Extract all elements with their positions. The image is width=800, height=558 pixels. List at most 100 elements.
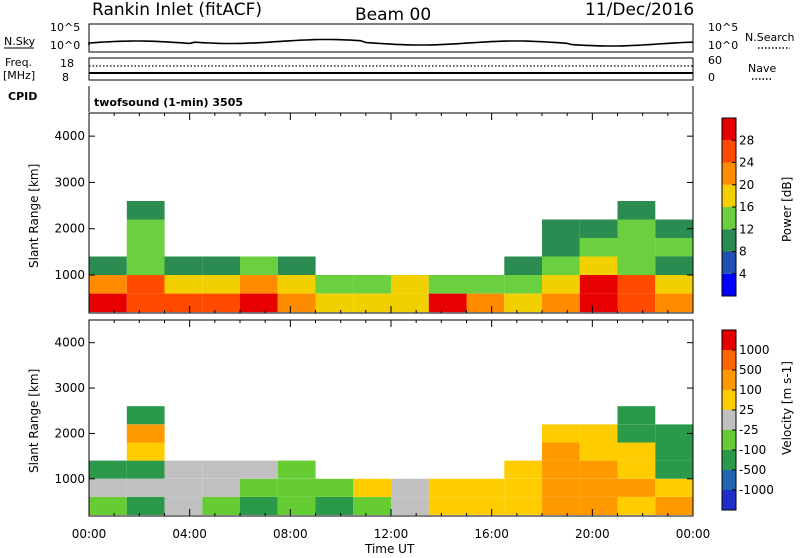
xtick-label: 00:00 <box>72 527 107 541</box>
power-cell <box>126 238 165 257</box>
velocity-cbar-swatch <box>722 470 736 490</box>
velocity-cell <box>617 406 656 425</box>
velocity-cell <box>277 496 316 515</box>
xtick-label: 04:00 <box>172 527 207 541</box>
freq-tick-bottom: 8 <box>62 71 69 84</box>
velocity-cell <box>126 496 165 515</box>
velocity-cell <box>164 478 203 497</box>
velocity-cbar-tick-label: 100 <box>739 383 762 397</box>
power-cell <box>542 256 580 275</box>
power-ytick-label: 2000 <box>54 222 85 236</box>
velocity-cbar-swatch <box>722 430 736 450</box>
power-axis: 1000 2000 3000 4000 Slant Range [km] <box>27 113 694 313</box>
power-cell <box>655 256 694 275</box>
power-cell <box>655 293 694 313</box>
power-cell <box>655 238 694 257</box>
power-cbar-tick-label: 8 <box>739 245 747 259</box>
xtick-label: 12:00 <box>374 527 409 541</box>
power-colorbar: 4 8 12 16 20 24 28 Power [dB] <box>721 117 794 297</box>
power-cell <box>617 201 656 220</box>
power-heatmap <box>89 201 694 313</box>
power-cbar-tick-label: 16 <box>739 200 754 214</box>
velocity-cbar-tick-label: 500 <box>739 363 762 377</box>
power-cell <box>617 256 656 275</box>
velocity-cell <box>126 406 165 425</box>
velocity-cell <box>542 496 580 515</box>
power-cell <box>89 293 127 313</box>
freq-panel <box>88 57 694 81</box>
power-cbar-swatch <box>722 162 736 185</box>
velocity-cell <box>579 460 618 479</box>
station-title: Rankin Inlet (fitACF) <box>92 0 262 20</box>
xtick-label: 16:00 <box>474 527 509 541</box>
power-cbar-swatch <box>722 184 736 208</box>
power-ytick-label: 4000 <box>54 129 85 143</box>
power-cell <box>353 275 392 294</box>
date-title: 11/Dec/2016 <box>585 0 694 20</box>
power-cbar-tick-label: 24 <box>739 156 754 170</box>
velocity-cell <box>617 496 656 515</box>
velocity-cell <box>391 478 429 497</box>
velocity-cbar-swatch <box>722 410 736 430</box>
beam-title: Beam 00 <box>355 5 431 25</box>
power-cell <box>240 275 278 294</box>
power-cell <box>504 256 543 275</box>
power-ytick-label: 1000 <box>54 268 85 282</box>
nsky-label: N.Sky <box>4 35 36 48</box>
velocity-cbar-swatch <box>722 390 736 410</box>
power-cell <box>579 275 618 294</box>
velocity-cell <box>202 496 241 515</box>
velocity-cbar-swatch <box>722 350 736 370</box>
xtick-label: 08:00 <box>273 527 308 541</box>
power-cell <box>126 201 165 220</box>
velocity-cell <box>164 460 203 479</box>
velocity-cell <box>202 460 241 479</box>
velocity-cbar-tick-label: 25 <box>739 403 754 417</box>
power-cell <box>542 238 580 257</box>
velocity-cell <box>391 496 429 515</box>
power-cell <box>126 275 165 294</box>
nsearch-tick-bottom: 10^0 <box>708 39 738 52</box>
velocity-cell <box>240 496 278 515</box>
power-cell <box>89 256 127 275</box>
power-cell <box>504 275 543 294</box>
xtick-label: 00:00 <box>676 527 711 541</box>
velocity-ytick-label: 2000 <box>54 426 85 440</box>
nsearch-label: N.Search <box>745 31 795 44</box>
velocity-cell <box>466 496 505 515</box>
power-cbar-label: Power [dB] <box>780 177 794 242</box>
power-ylabel: Slant Range [km] <box>27 164 41 268</box>
velocity-ytick-label: 1000 <box>54 472 85 486</box>
velocity-ylabel: Slant Range [km] <box>27 369 41 473</box>
nsky-tick-top: 10^5 <box>50 21 80 34</box>
power-cell <box>202 293 241 313</box>
power-cell <box>428 275 467 294</box>
power-cell <box>126 256 165 275</box>
velocity-ytick-label: 4000 <box>54 336 85 350</box>
power-cell <box>164 293 203 313</box>
power-cell <box>579 238 618 257</box>
velocity-cell <box>315 496 354 515</box>
velocity-cbar-swatch <box>722 330 736 350</box>
power-cbar-tick-label: 28 <box>739 133 754 147</box>
power-cell <box>391 293 429 313</box>
velocity-colorbar: 1000 500 100 25 -25 -100 -500 -1000 Velocity [m … <box>721 329 794 511</box>
power-cell <box>164 256 203 275</box>
power-cbar-swatch <box>722 207 736 230</box>
power-cell <box>277 275 316 294</box>
velocity-cell <box>428 496 467 515</box>
nsky-panel <box>88 23 694 53</box>
nsky-trace <box>88 38 693 47</box>
power-cell <box>655 275 694 294</box>
power-cbar-tick-label: 4 <box>739 267 747 281</box>
power-cell <box>240 293 278 313</box>
power-cbar-swatch <box>722 140 736 163</box>
velocity-cbar-swatch <box>722 490 736 510</box>
nave-label: Nave <box>748 62 776 75</box>
velocity-cbar-tick-label: 1000 <box>739 343 770 357</box>
velocity-cell <box>202 478 241 497</box>
freq-tick-top: 18 <box>60 57 74 70</box>
power-cell <box>504 293 543 313</box>
velocity-cell <box>617 478 656 497</box>
